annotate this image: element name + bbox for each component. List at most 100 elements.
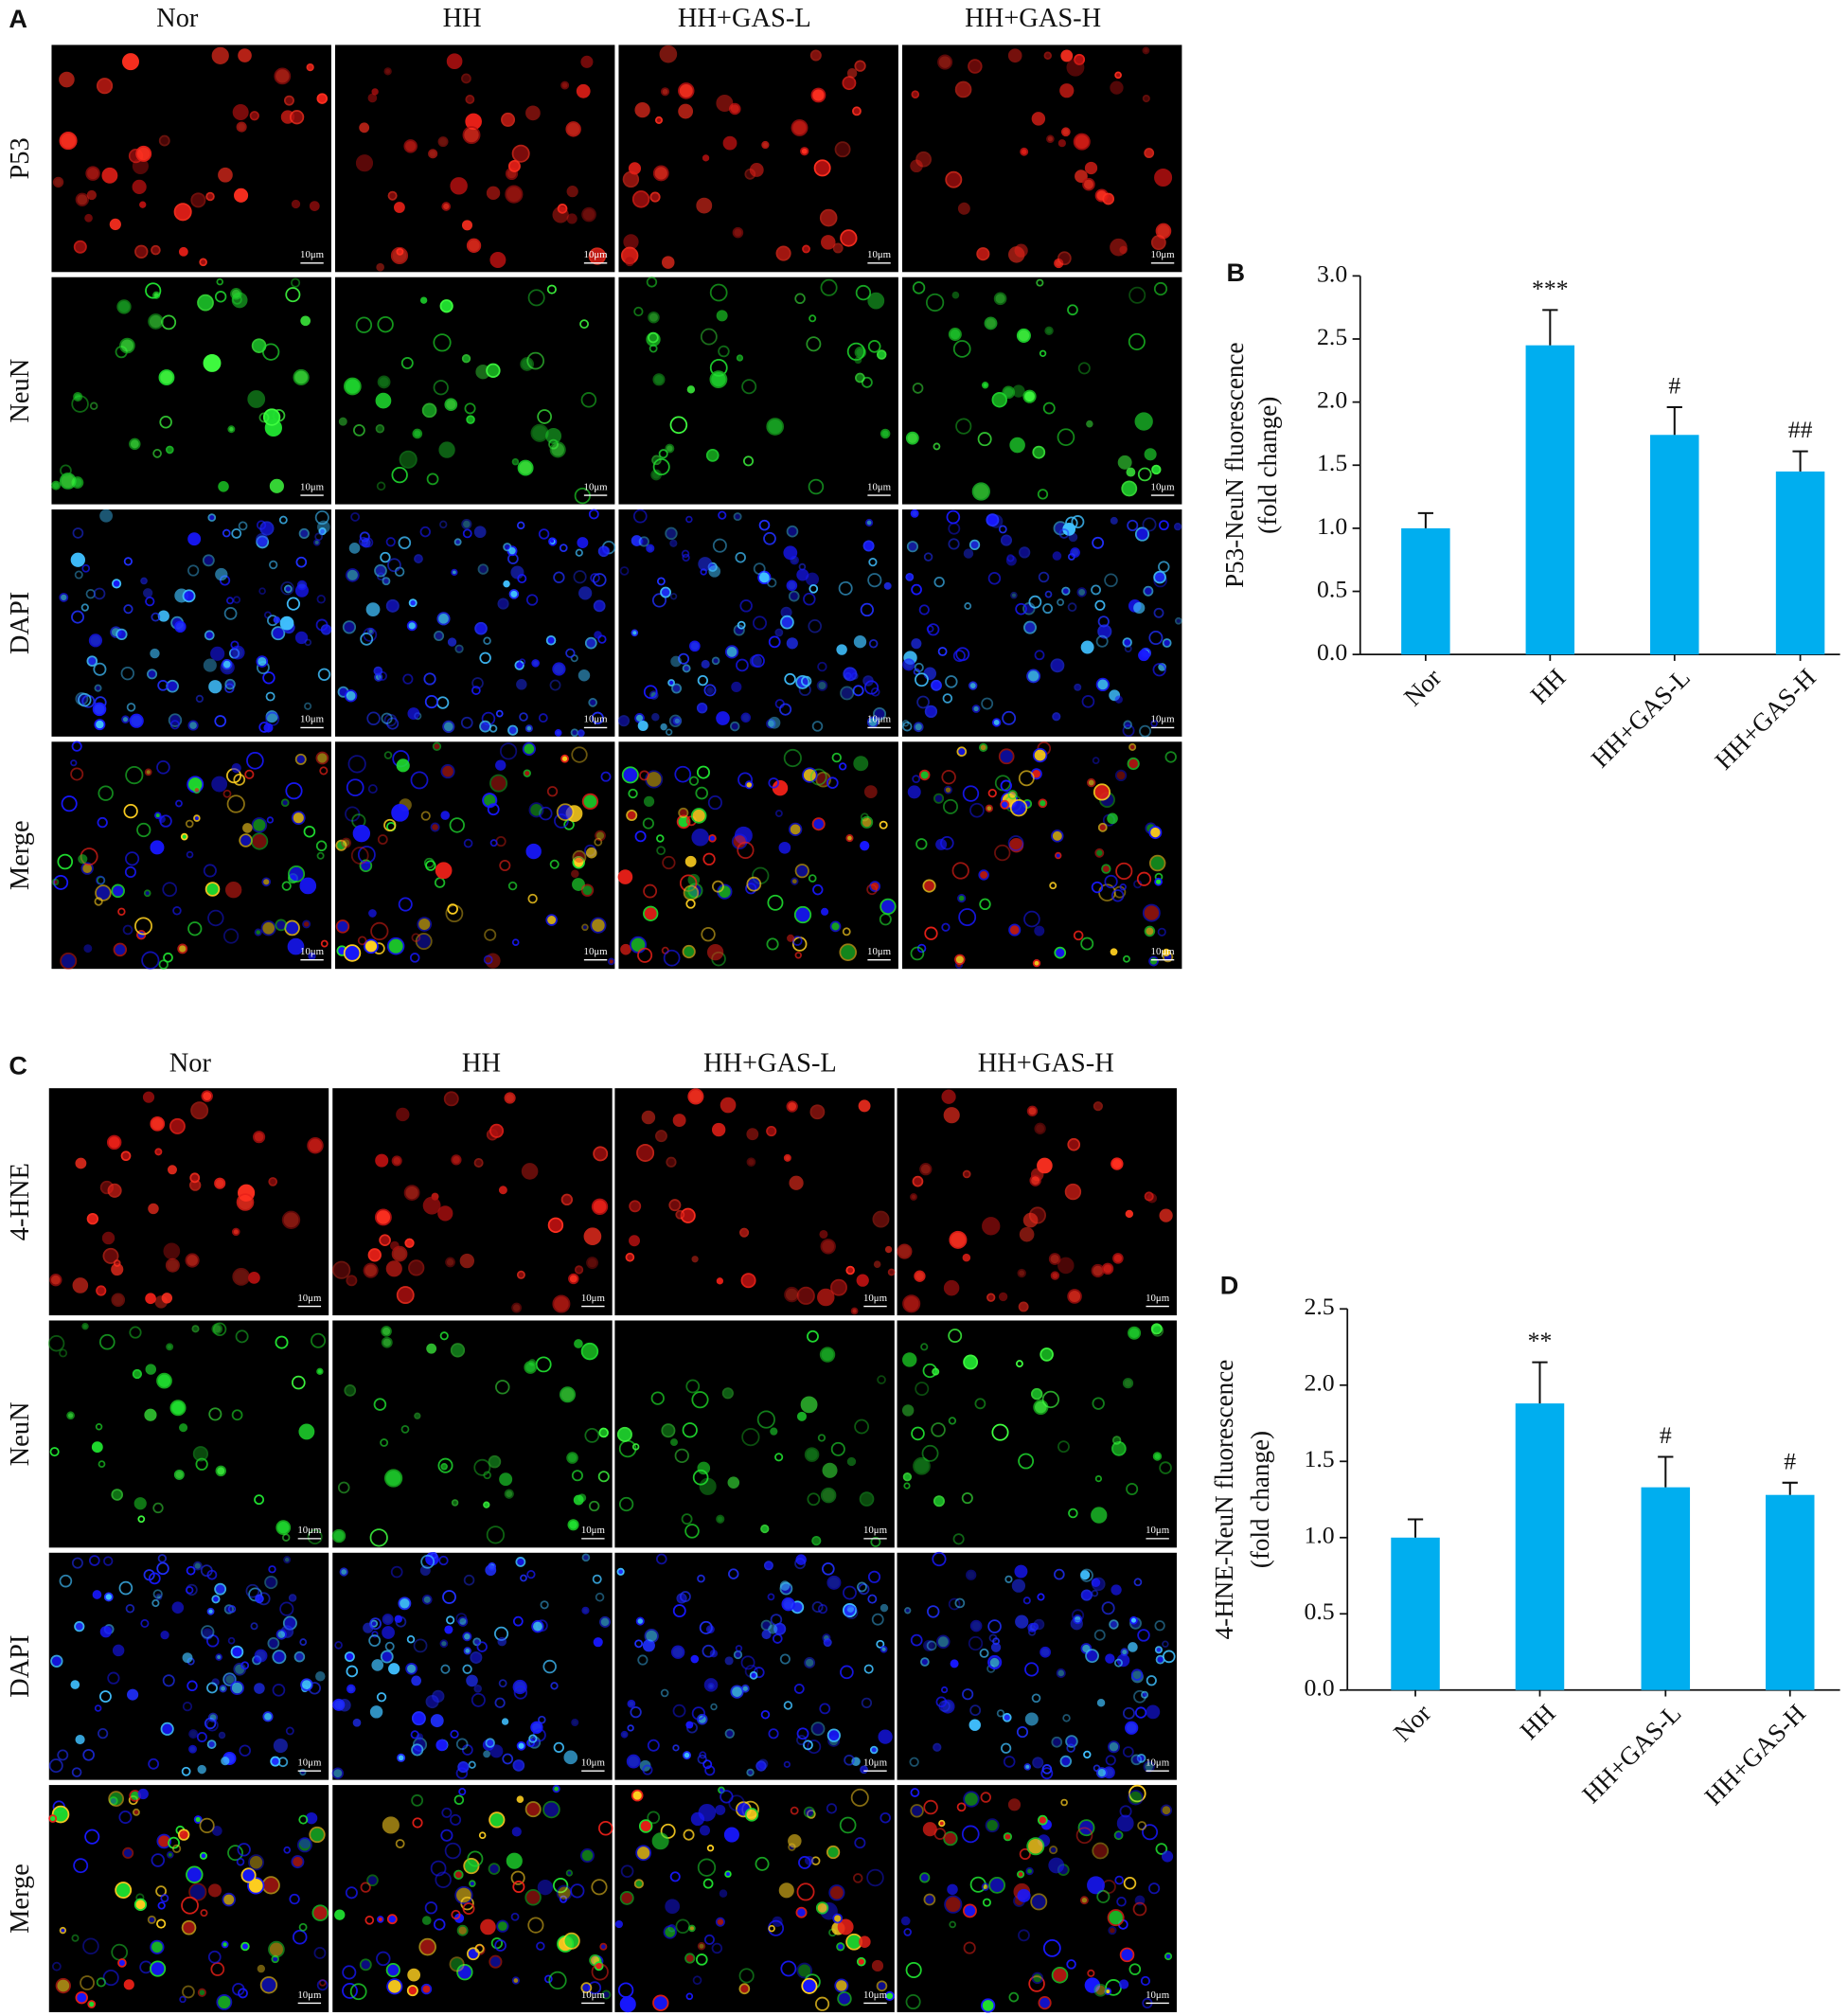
cell [1082,177,1095,191]
cell [631,535,643,546]
cell [1077,362,1091,375]
cell [346,568,360,582]
cell [71,610,84,624]
cell [998,748,1015,765]
cell [915,151,932,168]
cell [651,712,660,722]
cell [129,713,144,728]
cell [915,672,929,687]
cell [633,1879,644,1889]
cell [125,1604,135,1614]
cell [1009,798,1028,817]
cell [517,459,534,476]
cell [230,640,240,650]
cell [968,1719,981,1731]
cell [1010,591,1018,599]
cell [570,1883,585,1899]
cell [982,1898,991,1907]
cell [957,202,970,215]
cell [668,1199,682,1212]
cell [1018,1453,1035,1470]
y-tick-label: 1.0 [1304,1522,1334,1549]
cell [1016,328,1031,343]
cell [800,147,809,156]
cell [239,1744,252,1757]
cell [678,82,695,99]
row-label: Merge [6,820,35,890]
cell [231,1409,243,1421]
cell [430,1860,447,1877]
cell [927,1605,940,1618]
cell [66,1411,75,1420]
cell [159,416,172,429]
cell [364,1916,375,1925]
cell [531,659,540,668]
cell [1060,1798,1068,1807]
cell [1039,349,1047,357]
cell [160,1894,169,1903]
cell [462,1902,475,1916]
cell [1111,1584,1122,1596]
cell [283,1556,292,1564]
scale-bar-label: 10μm [1151,249,1176,260]
cell [1031,1971,1044,1985]
cell [1087,777,1096,788]
cell [450,1813,462,1826]
cell [96,78,114,95]
cell [288,1594,297,1602]
cell [660,723,667,731]
cell [854,60,866,72]
cell [1044,326,1054,336]
cell [843,1585,857,1600]
cell [518,658,526,666]
cell [941,1089,956,1104]
cell [317,520,330,534]
cell [822,1561,835,1576]
cell [846,342,865,361]
cell [1052,712,1061,722]
cell [590,573,600,583]
cell [656,577,666,586]
cell [590,917,607,934]
cell [922,879,936,893]
cell [718,345,730,358]
row-label: 4-HNE [6,1163,35,1240]
y-tick-label: 2.5 [1317,323,1347,350]
cell [250,832,269,850]
cell [1044,590,1053,598]
cell [57,1749,69,1761]
cell [568,1273,579,1285]
cell [1015,1615,1029,1629]
cell [407,1968,421,1982]
cell [1033,1399,1049,1416]
cell [123,803,138,819]
cell [698,1803,717,1822]
cell [689,640,701,652]
cell [299,1638,308,1646]
cell [338,417,347,426]
cell [542,1659,557,1674]
cell [791,877,799,885]
cell [937,54,953,70]
column-header: HH+GAS-L [678,4,811,33]
cell [165,1258,180,1273]
cell [877,1375,886,1384]
cell [94,684,102,692]
cell [994,844,1011,862]
cell [158,369,175,386]
cell [207,1950,222,1964]
cell [708,833,717,843]
cell [99,1690,112,1704]
cell [150,1960,167,1977]
cell [1036,278,1044,287]
cell [867,1594,878,1604]
cell [377,834,388,845]
cell [897,1243,913,1259]
cell [240,1867,257,1883]
cell [316,93,329,104]
scale-bar-label: 10μm [297,1293,322,1304]
cell [820,1239,836,1255]
cell [1109,1619,1119,1630]
cell [1097,616,1110,628]
cell [262,408,281,426]
